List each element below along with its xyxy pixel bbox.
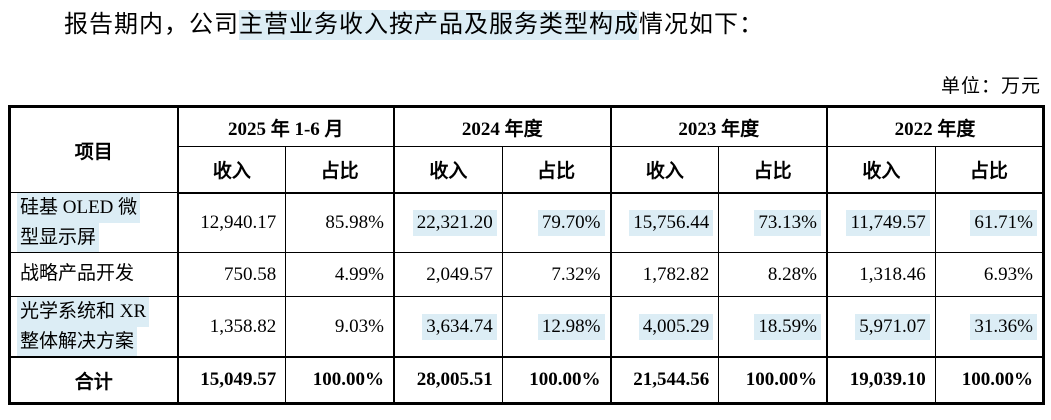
- total-label-cell: 合计: [9, 356, 178, 404]
- share-cell-2025: 9.03%: [285, 296, 395, 358]
- share-cell-2024: 7.32%: [501, 252, 612, 298]
- table-row: 硅基 OLED 微型显示屏 12,940.17 85.98% 22,321.20…: [9, 192, 1045, 254]
- total-row: 合计 15,049.57 100.00% 28,005.51 100.00% 2…: [9, 356, 1045, 404]
- revenue-cell-2024: 2,049.57: [392, 252, 503, 298]
- revenue-cell-2022: 5,971.07: [825, 296, 936, 358]
- revenue-cell-2025: 12,940.17: [176, 192, 287, 254]
- share-cell-2022: 61.71%: [934, 192, 1045, 254]
- col-header-revenue-2025: 收入: [176, 146, 287, 194]
- item-name-cell: 光学系统和 XR 整体解决方案: [9, 296, 178, 358]
- header-row-measures: 收入 占比 收入 占比 收入 占比 收入 占比: [10, 146, 1045, 194]
- total-share-cell-2025: 100.00%: [285, 356, 395, 404]
- unit-label: 单位：万元: [940, 76, 1041, 98]
- col-header-revenue-2024: 收入: [392, 146, 503, 194]
- revenue-cell-2022: 11,749.57: [825, 192, 936, 254]
- share-cell-2022: 6.93%: [934, 252, 1045, 298]
- col-header-share-2022: 占比: [934, 146, 1045, 194]
- share-cell-2025: 85.98%: [285, 192, 395, 254]
- item-name-line2: 型显示屏: [17, 222, 100, 252]
- total-share-cell-2023: 100.00%: [718, 356, 828, 404]
- table-row: 战略产品开发 750.58 4.99% 2,049.57 7.32% 1,782…: [9, 252, 1045, 298]
- col-header-share-2023: 占比: [718, 146, 828, 194]
- item-name-line1: 光学系统和 XR: [17, 297, 150, 327]
- share-cell-2024: 12.98%: [501, 296, 612, 358]
- table-row: 光学系统和 XR 整体解决方案 1,358.82 9.03% 3,634.74 1…: [9, 296, 1045, 358]
- revenue-cell-2022: 1,318.46: [825, 252, 936, 298]
- share-cell-2025: 4.99%: [285, 252, 395, 298]
- col-header-period-2025: 2025 年 1-6 月: [176, 106, 395, 148]
- item-name-cell: 战略产品开发: [9, 252, 178, 298]
- total-revenue-cell-2025: 15,049.57: [176, 356, 287, 404]
- total-share-cell-2022: 100.00%: [934, 356, 1045, 404]
- item-name-line1: 硅基 OLED 微: [17, 193, 141, 223]
- revenue-cell-2024: 3,634.74: [392, 296, 503, 358]
- col-header-period-2023: 2023 年度: [609, 106, 828, 148]
- total-revenue-cell-2022: 19,039.10: [825, 356, 936, 404]
- intro-suffix: 情况如下：: [639, 12, 764, 38]
- share-cell-2023: 18.59%: [718, 296, 828, 358]
- col-header-period-2024: 2024 年度: [393, 106, 611, 148]
- share-cell-2022: 31.36%: [934, 296, 1045, 358]
- col-header-item: 项目: [9, 106, 178, 194]
- revenue-cell-2025: 1,358.82: [176, 296, 287, 358]
- total-share-cell-2024: 100.00%: [501, 356, 612, 404]
- revenue-cell-2023: 1,782.82: [609, 252, 720, 298]
- intro-prefix: 报告期内，公司: [64, 12, 239, 38]
- item-name-line1: 战略产品开发: [20, 263, 135, 284]
- col-header-share-2024: 占比: [501, 146, 612, 194]
- intro-highlighted-text: 主营业务收入按产品及服务类型构成: [239, 10, 639, 40]
- share-cell-2023: 8.28%: [718, 252, 828, 298]
- item-name-line2: 整体解决方案: [17, 326, 138, 357]
- total-revenue-cell-2024: 28,005.51: [392, 356, 503, 404]
- revenue-cell-2025: 750.58: [176, 252, 287, 298]
- col-header-period-2022: 2022 年度: [826, 106, 1044, 148]
- revenue-cell-2023: 4,005.29: [609, 296, 720, 358]
- revenue-cell-2023: 15,756.44: [609, 192, 720, 254]
- header-row-periods: 项目 2025 年 1-6 月 2024 年度 2023 年度 2022 年度: [9, 106, 1044, 194]
- item-name-cell: 硅基 OLED 微型显示屏: [9, 192, 178, 254]
- col-header-revenue-2023: 收入: [609, 146, 720, 194]
- share-cell-2023: 73.13%: [718, 192, 828, 254]
- intro-paragraph: 报告期内，公司主营业务收入按产品及服务类型构成情况如下：: [64, 10, 1051, 41]
- share-cell-2024: 79.70%: [501, 192, 612, 254]
- item-name-line2: [17, 289, 23, 291]
- revenue-cell-2024: 22,321.20: [392, 192, 503, 254]
- total-revenue-cell-2023: 21,544.56: [609, 356, 720, 404]
- revenue-breakdown-table: 项目 2025 年 1-6 月 2024 年度 2023 年度 2022 年度 …: [8, 105, 1045, 405]
- col-header-revenue-2022: 收入: [825, 146, 936, 194]
- col-header-share-2025: 占比: [285, 146, 395, 194]
